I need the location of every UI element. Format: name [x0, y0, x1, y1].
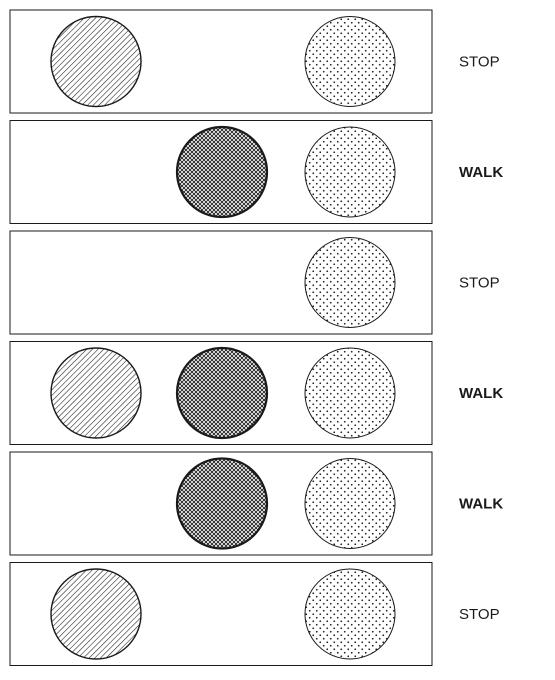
- signal-row: WALK: [9, 120, 503, 224]
- signal-row: STOP: [9, 9, 500, 114]
- signal-label: WALK: [459, 496, 503, 513]
- signal-row: STOP: [9, 562, 500, 666]
- signal-label: WALK: [459, 164, 503, 181]
- signal-label: STOP: [459, 275, 500, 292]
- signal-row: WALK: [9, 451, 503, 556]
- crosshatched-lamp: [175, 457, 269, 550]
- dotted-lamp: [304, 458, 396, 549]
- hatched-lamp: [50, 15, 142, 108]
- dotted-lamp: [304, 237, 396, 328]
- signal-label: WALK: [459, 385, 503, 402]
- hatched-lamp: [50, 568, 142, 660]
- signal-label: STOP: [459, 606, 500, 623]
- signal-row: STOP: [9, 230, 500, 335]
- crosshatched-lamp: [175, 125, 269, 219]
- crosshatched-lamp: [175, 346, 269, 440]
- dotted-lamp: [304, 126, 396, 218]
- signal-label: STOP: [459, 54, 500, 71]
- dotted-lamp: [304, 347, 396, 439]
- dotted-lamp: [304, 568, 396, 660]
- signal-row: WALK: [9, 341, 503, 445]
- dotted-lamp: [304, 16, 396, 107]
- hatched-lamp: [50, 347, 142, 439]
